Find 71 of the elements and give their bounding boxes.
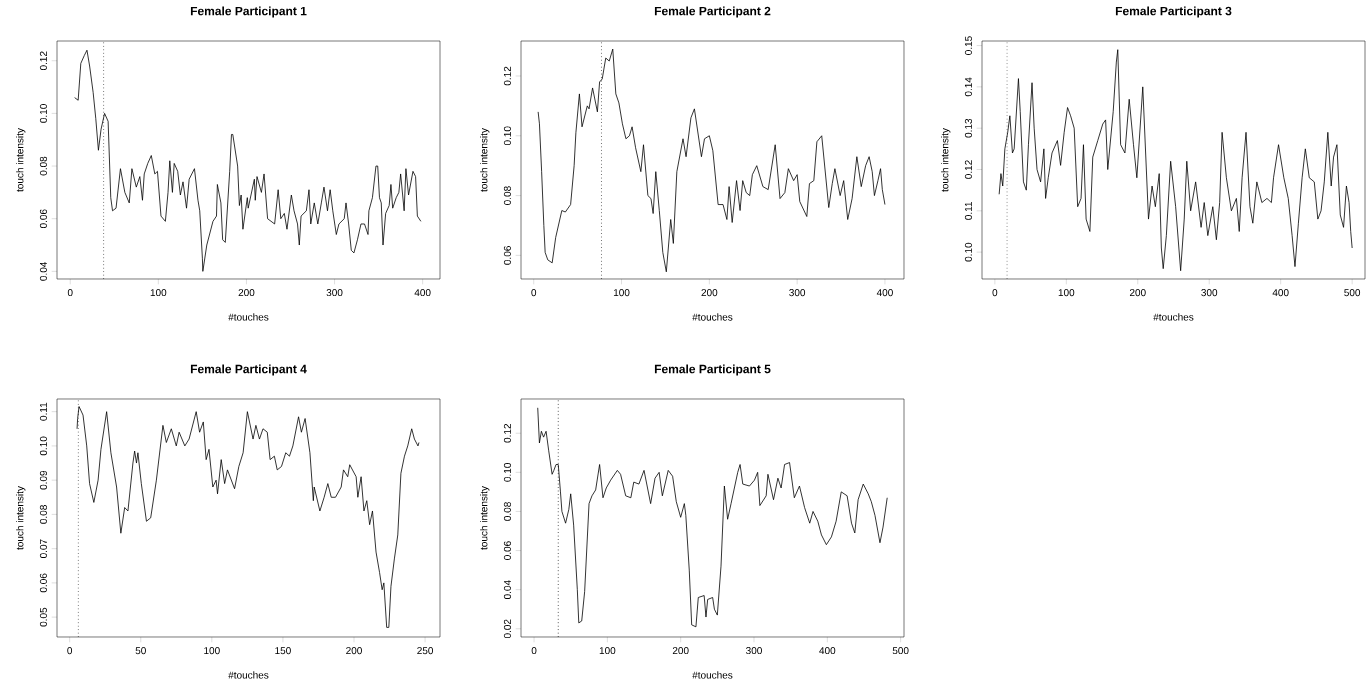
y-tick-label: 0.07 — [39, 539, 47, 558]
x-tick-label: 300 — [789, 289, 806, 297]
x-tick-label: 500 — [892, 647, 909, 655]
y-tick-label: 0.12 — [39, 51, 47, 71]
y-axis-title: touch intensity — [16, 128, 26, 192]
y-tick-label: 0.11 — [39, 402, 47, 421]
x-tick-label: 300 — [1201, 289, 1218, 297]
x-tick-label: 400 — [876, 289, 893, 297]
y-tick-label: 0.10 — [39, 436, 47, 456]
y-tick-label: 0.10 — [503, 126, 511, 146]
x-tick-label: 100 — [204, 647, 220, 655]
x-tick-label: 0 — [67, 647, 73, 655]
x-tick-label: 400 — [1272, 289, 1289, 297]
x-tick-label: 200 — [346, 647, 362, 655]
y-tick-label: 0.05 — [39, 607, 47, 627]
chart-title: Female Participant 5 — [654, 364, 771, 376]
x-axis-title: #touches — [228, 671, 269, 679]
x-tick-label: 0 — [531, 289, 537, 297]
y-tick-label: 0.02 — [503, 619, 511, 639]
y-tick-label: 0.10 — [503, 463, 511, 482]
x-tick-label: 200 — [238, 289, 255, 297]
y-tick-label: 0.15 — [964, 36, 972, 55]
chart-title: Female Participant 1 — [190, 6, 307, 18]
y-tick-label: 0.04 — [39, 261, 47, 281]
x-tick-label: 100 — [599, 647, 616, 655]
x-tick-label: 200 — [672, 647, 689, 655]
y-tick-label: 0.06 — [39, 209, 47, 229]
x-tick-label: 150 — [275, 647, 291, 655]
x-tick-label: 400 — [819, 647, 836, 655]
x-tick-label: 100 — [150, 289, 167, 297]
x-tick-label: 400 — [414, 289, 431, 297]
x-tick-label: 50 — [135, 647, 146, 655]
x-tick-label: 200 — [701, 289, 718, 297]
x-tick-label: 100 — [1058, 289, 1075, 297]
x-tick-label: 0 — [531, 647, 537, 655]
x-axis-title: #touches — [692, 671, 733, 679]
y-tick-label: 0.12 — [503, 66, 511, 86]
y-tick-label: 0.12 — [964, 160, 972, 179]
y-tick-label: 0.08 — [39, 156, 47, 176]
x-tick-label: 250 — [417, 647, 434, 655]
y-tick-label: 0.08 — [503, 502, 511, 521]
y-tick-label: 0.09 — [39, 470, 47, 490]
x-axis-title: #touches — [1153, 313, 1194, 321]
y-tick-label: 0.04 — [503, 580, 511, 599]
y-tick-label: 0.08 — [39, 505, 47, 524]
y-axis-title: touch intensity — [480, 486, 490, 550]
y-axis-title: touch intensity — [16, 486, 26, 550]
y-tick-label: 0.08 — [503, 186, 511, 205]
y-tick-label: 0.13 — [964, 118, 972, 138]
x-tick-label: 0 — [67, 289, 73, 297]
y-tick-label: 0.10 — [964, 242, 972, 262]
x-tick-label: 500 — [1344, 289, 1361, 297]
x-tick-label: 100 — [613, 289, 630, 297]
chart-title: Female Participant 3 — [1115, 6, 1232, 18]
y-tick-label: 0.11 — [964, 201, 972, 220]
y-tick-label: 0.10 — [39, 104, 47, 123]
x-axis-title: #touches — [228, 313, 269, 321]
x-tick-label: 200 — [1129, 289, 1146, 297]
y-tick-label: 0.06 — [503, 541, 511, 560]
x-axis-title: #touches — [692, 313, 733, 321]
y-tick-label: 0.06 — [503, 246, 511, 265]
x-tick-label: 300 — [746, 647, 762, 655]
x-tick-label: 300 — [326, 289, 343, 297]
y-axis-title: touch intensity — [480, 128, 490, 192]
y-tick-label: 0.12 — [503, 423, 511, 443]
chart-title: Female Participant 4 — [190, 364, 307, 376]
x-tick-label: 0 — [992, 289, 998, 297]
chart-title: Female Participant 2 — [654, 6, 771, 18]
y-tick-label: 0.06 — [39, 573, 47, 593]
y-tick-label: 0.14 — [964, 77, 972, 97]
y-axis-title: touch intensity — [941, 128, 951, 192]
